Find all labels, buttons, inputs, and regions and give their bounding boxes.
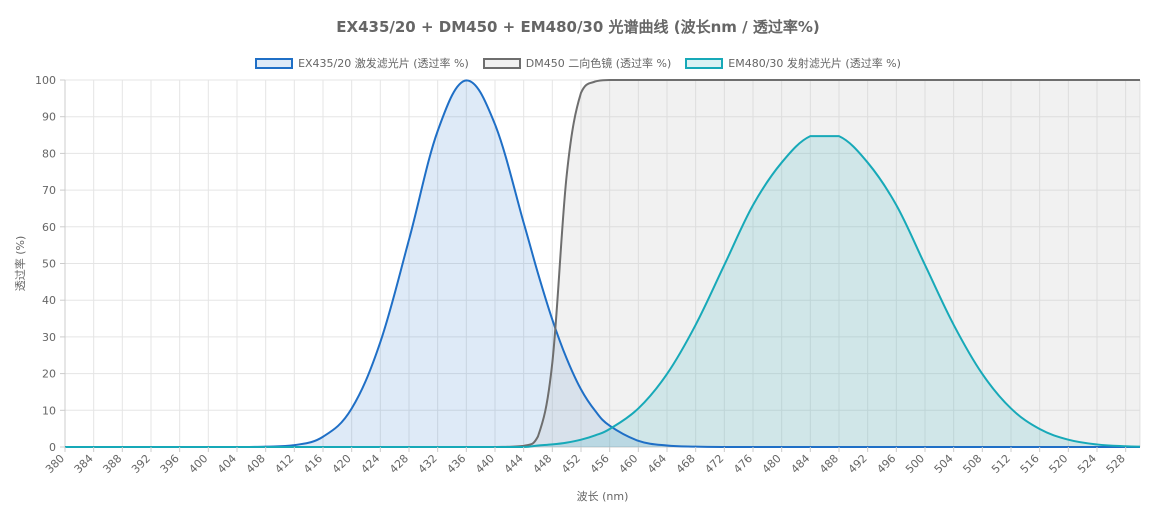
y-tick-label: 40 [42,294,56,307]
legend-item-ex[interactable]: EX435/20 激发滤光片 (透过率 %) [255,55,469,71]
x-tick-label: 380 [43,452,67,476]
x-tick-label: 520 [1046,452,1070,476]
x-tick-label: 464 [645,452,669,476]
y-tick-label: 10 [42,404,56,417]
y-tick-label: 70 [42,184,56,197]
x-tick-label: 456 [588,452,612,476]
x-tick-label: 468 [674,452,698,476]
y-axis-title: 透过率 (%) [13,236,27,292]
x-tick-label: 492 [846,452,870,476]
x-tick-label: 476 [731,452,755,476]
x-tick-label: 504 [932,452,956,476]
legend-item-em[interactable]: EM480/30 发射滤光片 (透过率 %) [685,55,901,71]
x-tick-label: 404 [215,452,239,476]
x-axis-ticks: 380 384 388 392 396 400 404 408 412 416 420 424 428 4… [43,447,1128,476]
series-areas [65,80,1140,447]
y-tick-label: 80 [42,147,56,160]
x-tick-label: 384 [72,452,96,476]
x-tick-label: 396 [158,452,182,476]
y-tick-label: 20 [42,368,56,381]
x-tick-label: 444 [502,452,526,476]
y-tick-label: 90 [42,111,56,124]
legend-swatch-dm [482,57,521,69]
x-tick-label: 516 [1018,452,1042,476]
y-tick-label: 100 [35,74,56,87]
x-tick-label: 460 [616,452,640,476]
y-tick-label: 50 [42,258,56,271]
series-em480-area [65,136,1140,447]
x-tick-label: 440 [473,452,497,476]
y-tick-label: 60 [42,221,56,234]
x-tick-label: 420 [330,452,354,476]
x-tick-label: 412 [272,452,296,476]
x-axis-title: 波长 (nm) [577,490,629,503]
legend-label-ex: EX435/20 激发滤光片 (透过率 %) [298,57,469,70]
legend-label-dm: DM450 二向色镜 (透过率 %) [525,57,672,70]
x-tick-label: 448 [530,452,554,476]
x-tick-label: 524 [1075,452,1099,476]
legend-label-em: EM480/30 发射滤光片 (透过率 %) [728,57,901,70]
series-dm450-area [65,80,1140,447]
x-tick-label: 488 [817,452,841,476]
y-tick-label: 30 [42,331,56,344]
x-tick-label: 392 [129,452,153,476]
y-tick-label: 0 [49,441,56,454]
x-tick-label: 496 [874,452,898,476]
x-tick-label: 408 [244,452,268,476]
x-tick-label: 424 [358,452,382,476]
chart-title: EX435/20 + DM450 + EM480/30 光谱曲线 (波长nm /… [336,18,820,36]
x-tick-label: 428 [387,452,411,476]
x-tick-label: 508 [960,452,984,476]
x-tick-label: 436 [444,452,468,476]
legend: EX435/20 激发滤光片 (透过率 %) DM450 二向色镜 (透过率 %… [0,55,1156,71]
y-axis-ticks: 0 10 20 30 40 50 60 70 80 90 100 [35,74,65,454]
x-tick-label: 416 [301,452,325,476]
x-tick-label: 472 [702,452,726,476]
x-tick-label: 528 [1104,452,1128,476]
x-tick-label: 480 [760,452,784,476]
x-tick-label: 500 [903,452,927,476]
x-tick-label: 452 [559,452,583,476]
x-tick-label: 512 [989,452,1013,476]
legend-swatch-em [685,57,724,69]
x-tick-label: 400 [186,452,210,476]
x-tick-label: 484 [788,452,812,476]
x-tick-label: 388 [100,452,124,476]
x-tick-label: 432 [416,452,440,476]
legend-item-dm[interactable]: DM450 二向色镜 (透过率 %) [482,55,672,71]
legend-swatch-ex [255,57,294,69]
